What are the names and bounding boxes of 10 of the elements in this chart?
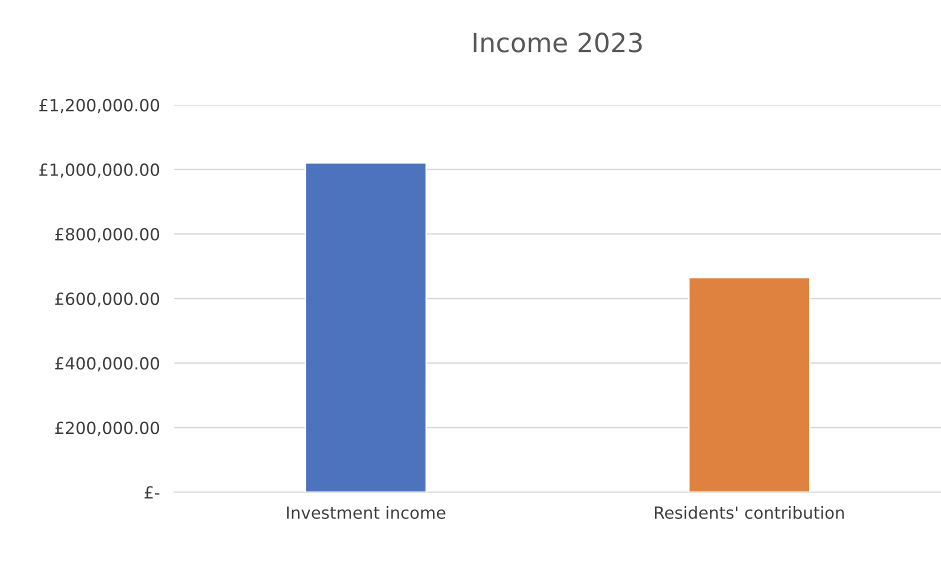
y-tick-label: £200,000.00 [55,422,160,436]
y-tick-label: £1,000,000.00 [39,163,160,178]
y-tick-label: £600,000.00 [55,292,160,307]
y-tick-label: £1,200,000.00 [39,98,160,114]
y-tick-label: £- [144,486,160,498]
y-tick-label: £400,000.00 [55,357,160,372]
x-tick-label: Residents' contribution [654,506,844,519]
x-tick-label: Investment income [287,506,446,519]
chart-title: Income 2023 [474,32,642,52]
y-tick-label: £800,000.00 [55,228,160,242]
